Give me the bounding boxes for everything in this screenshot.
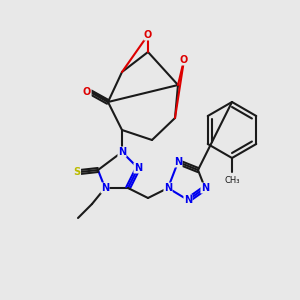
Text: N: N [134,163,142,173]
Text: N: N [184,195,192,205]
Text: O: O [144,30,152,40]
Text: O: O [180,55,188,65]
Text: O: O [83,87,91,97]
Text: CH₃: CH₃ [224,176,240,185]
Text: N: N [164,183,172,193]
Text: N: N [201,183,209,193]
Text: S: S [74,167,81,177]
Text: N: N [174,157,182,167]
Text: N: N [101,183,109,193]
Text: N: N [118,147,126,157]
